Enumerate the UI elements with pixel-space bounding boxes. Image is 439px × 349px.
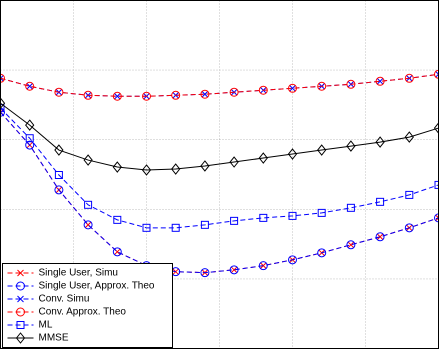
marker — [26, 82, 34, 90]
marker — [317, 144, 327, 156]
marker — [346, 140, 356, 152]
marker — [201, 90, 209, 98]
marker — [112, 247, 122, 257]
legend-marker — [16, 307, 25, 317]
marker — [25, 81, 35, 91]
marker — [375, 76, 385, 86]
marker — [84, 200, 93, 209]
marker — [25, 119, 35, 131]
marker — [317, 248, 327, 258]
marker — [229, 87, 239, 97]
marker — [346, 203, 355, 212]
marker — [141, 164, 152, 176]
marker — [288, 255, 297, 265]
marker — [113, 215, 122, 224]
marker — [230, 216, 239, 225]
legend-marker — [17, 295, 24, 303]
series — [0, 69, 439, 101]
marker — [142, 91, 151, 101]
legend-marker — [15, 332, 26, 344]
marker — [376, 233, 384, 241]
legend-label: Conv. Approx. Theo — [39, 307, 127, 318]
data-line — [0, 102, 439, 171]
legend-label: Conv. Simu — [39, 294, 90, 305]
legend-label: Single User, Simu — [39, 268, 118, 279]
marker — [171, 223, 180, 232]
series — [0, 97, 439, 176]
marker — [229, 265, 239, 275]
series — [0, 107, 439, 278]
marker — [200, 220, 209, 229]
marker — [375, 232, 385, 242]
marker — [404, 73, 414, 83]
marker — [113, 92, 121, 100]
marker — [54, 171, 63, 180]
marker — [200, 89, 210, 99]
marker — [405, 190, 414, 199]
marker — [258, 152, 268, 164]
marker — [347, 241, 355, 249]
legend-label: ML — [39, 320, 53, 331]
marker — [346, 79, 356, 89]
marker — [112, 91, 122, 101]
marker — [171, 90, 181, 100]
marker — [83, 154, 93, 166]
marker — [25, 134, 34, 143]
marker — [287, 148, 298, 160]
marker — [200, 268, 210, 278]
marker — [83, 90, 93, 100]
legend-marker — [16, 281, 25, 291]
marker — [54, 144, 64, 156]
marker — [112, 161, 122, 173]
marker — [229, 156, 239, 168]
marker — [230, 266, 238, 274]
marker — [258, 261, 268, 271]
data-line — [0, 73, 439, 97]
marker — [346, 240, 356, 250]
legend-box — [2, 263, 173, 348]
marker — [404, 223, 414, 233]
data-line — [0, 111, 439, 274]
legend-label: Single User, Approx. Theo — [39, 281, 155, 292]
marker — [375, 136, 385, 148]
legend-marker — [17, 269, 24, 277]
legend: Single User, Simu Single User, Approx. Th… — [2, 263, 173, 348]
marker — [54, 185, 64, 195]
marker — [288, 211, 297, 220]
series — [0, 108, 439, 276]
marker — [171, 163, 181, 175]
marker — [317, 208, 326, 217]
marker — [83, 220, 93, 230]
marker — [54, 87, 64, 97]
marker — [376, 77, 384, 85]
marker — [404, 131, 414, 143]
marker — [258, 85, 268, 95]
marker — [142, 223, 151, 232]
marker — [288, 83, 297, 93]
marker — [25, 140, 35, 150]
data-line — [0, 107, 439, 229]
marker — [289, 84, 296, 92]
marker — [200, 160, 210, 172]
legend-marker — [16, 321, 25, 329]
marker — [259, 213, 268, 222]
marker — [317, 81, 327, 91]
marker — [376, 197, 385, 206]
legend-label: MMSE — [39, 333, 69, 344]
